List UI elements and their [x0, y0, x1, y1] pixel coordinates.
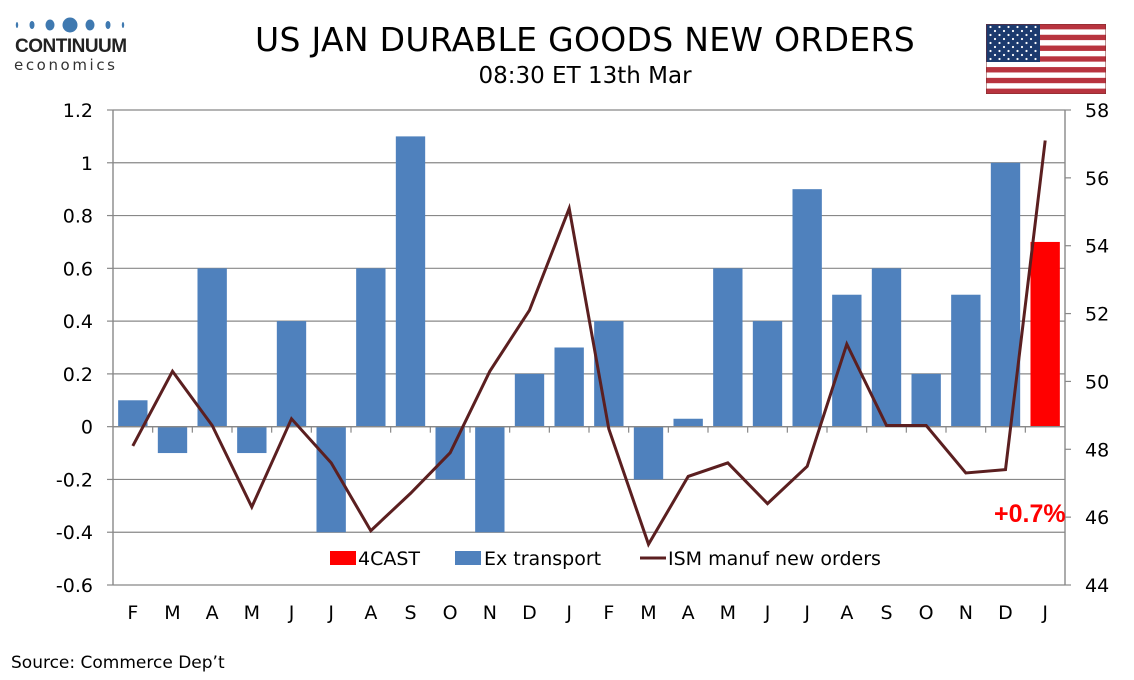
x-tick-label: J: [288, 602, 295, 624]
x-tick-label: J: [565, 602, 572, 624]
line-ism-manuf-new-orders: [131, 140, 1047, 548]
bar-ex-transport: [951, 294, 981, 427]
x-tick-label: M: [244, 602, 260, 624]
y2-tick-label: 54: [1085, 236, 1109, 258]
x-tick-label: D: [998, 602, 1013, 624]
bars: [118, 136, 1060, 533]
x-tick-label: J: [327, 602, 334, 624]
x-tick-label: D: [522, 602, 537, 624]
y-tick-label: 1.2: [63, 100, 93, 122]
legend-swatch-4cast: [330, 551, 356, 565]
y2-tick-label: 56: [1085, 168, 1109, 190]
legend-label-ism: ISM manuf new orders: [668, 548, 881, 570]
legend-swatch-ex-transport: [455, 551, 481, 565]
x-tick-label: A: [682, 602, 695, 624]
bar-ex-transport: [633, 426, 664, 480]
y-tick-label: 0.2: [63, 364, 93, 386]
y-tick-label: 0.6: [63, 258, 93, 280]
x-tick-label: J: [764, 602, 771, 624]
y2-tick-label: 48: [1085, 439, 1109, 461]
bar-ex-transport: [395, 136, 426, 427]
chart-title: US JAN DURABLE GOODS NEW ORDERS: [255, 20, 915, 59]
bar-ex-transport: [832, 294, 862, 427]
x-tick-label: O: [443, 602, 458, 624]
x-tick-label: S: [880, 602, 892, 624]
forecast-callout: +0.7%: [994, 500, 1066, 528]
x-tick-label: N: [483, 602, 497, 624]
x-tick-label: A: [840, 602, 853, 624]
ism-line: [131, 140, 1047, 548]
logo-dots-icon: [15, 17, 125, 33]
bar-ex-transport: [554, 347, 584, 427]
chart-subtitle: 08:30 ET 13th Mar: [478, 63, 692, 89]
tick-labels: 1.2 1 0.8 0.6 0.4 0.2 0 -0.2 -0.4 -0.6 58 56 54 52 50 4…: [56, 100, 1109, 624]
y2-tick-label: 50: [1085, 371, 1109, 393]
bar-ex-transport: [673, 418, 703, 427]
axes: [107, 109, 1071, 586]
x-tick-label: F: [127, 602, 138, 624]
bar-ex-transport: [871, 268, 902, 427]
y2-tick-label: 46: [1085, 507, 1109, 529]
y-tick-label: -0.6: [56, 575, 93, 597]
y-tick-label: -0.2: [56, 469, 93, 491]
bar-ex-transport: [237, 426, 267, 454]
bar-4cast: [1030, 241, 1060, 427]
continuum-logo: [12, 14, 132, 76]
x-tick-label: A: [206, 602, 219, 624]
bar-ex-transport: [118, 400, 148, 427]
y-tick-label: 0: [81, 417, 93, 439]
us-flag-icon: [986, 24, 1106, 94]
x-tick-label: M: [164, 602, 180, 624]
y2-tick-label: 58: [1085, 100, 1109, 122]
legend-label-4cast: 4CAST: [358, 548, 420, 570]
bar-ex-transport: [792, 189, 822, 427]
legend: 4CAST Ex transport ISM manuf new orders: [330, 548, 881, 570]
y-tick-label: -0.4: [56, 522, 93, 544]
x-tick-label: J: [803, 602, 810, 624]
bar-ex-transport: [713, 268, 743, 427]
gridlines: [113, 109, 1065, 586]
bar-ex-transport: [911, 373, 941, 427]
x-tick-label: M: [720, 602, 736, 624]
bar-ex-transport: [157, 426, 188, 454]
source-note: Source: Commerce Dep’t: [11, 653, 225, 673]
bar-ex-transport: [276, 321, 307, 427]
logo-text: CONTINUUM: [15, 36, 127, 57]
y-tick-label: 1: [81, 153, 93, 175]
y2-tick-label: 44: [1085, 575, 1109, 597]
bar-ex-transport: [752, 321, 783, 427]
logo-subtext: economics: [14, 56, 118, 74]
x-tick-label: M: [640, 602, 656, 624]
bar-ex-transport: [197, 268, 227, 427]
y2-tick-label: 52: [1085, 304, 1109, 326]
bar-ex-transport: [356, 268, 386, 427]
y-tick-label: 0.4: [63, 311, 93, 333]
x-tick-label: O: [919, 602, 934, 624]
x-tick-label: S: [404, 602, 416, 624]
x-tick-label: F: [603, 602, 614, 624]
y-tick-label: 0.8: [63, 206, 93, 228]
legend-label-ex-transport: Ex transport: [484, 548, 601, 570]
x-tick-label: N: [959, 602, 973, 624]
x-tick-label: A: [364, 602, 377, 624]
bar-ex-transport: [475, 426, 505, 533]
x-tick-label: J: [1041, 602, 1048, 624]
bar-ex-transport: [514, 373, 545, 427]
